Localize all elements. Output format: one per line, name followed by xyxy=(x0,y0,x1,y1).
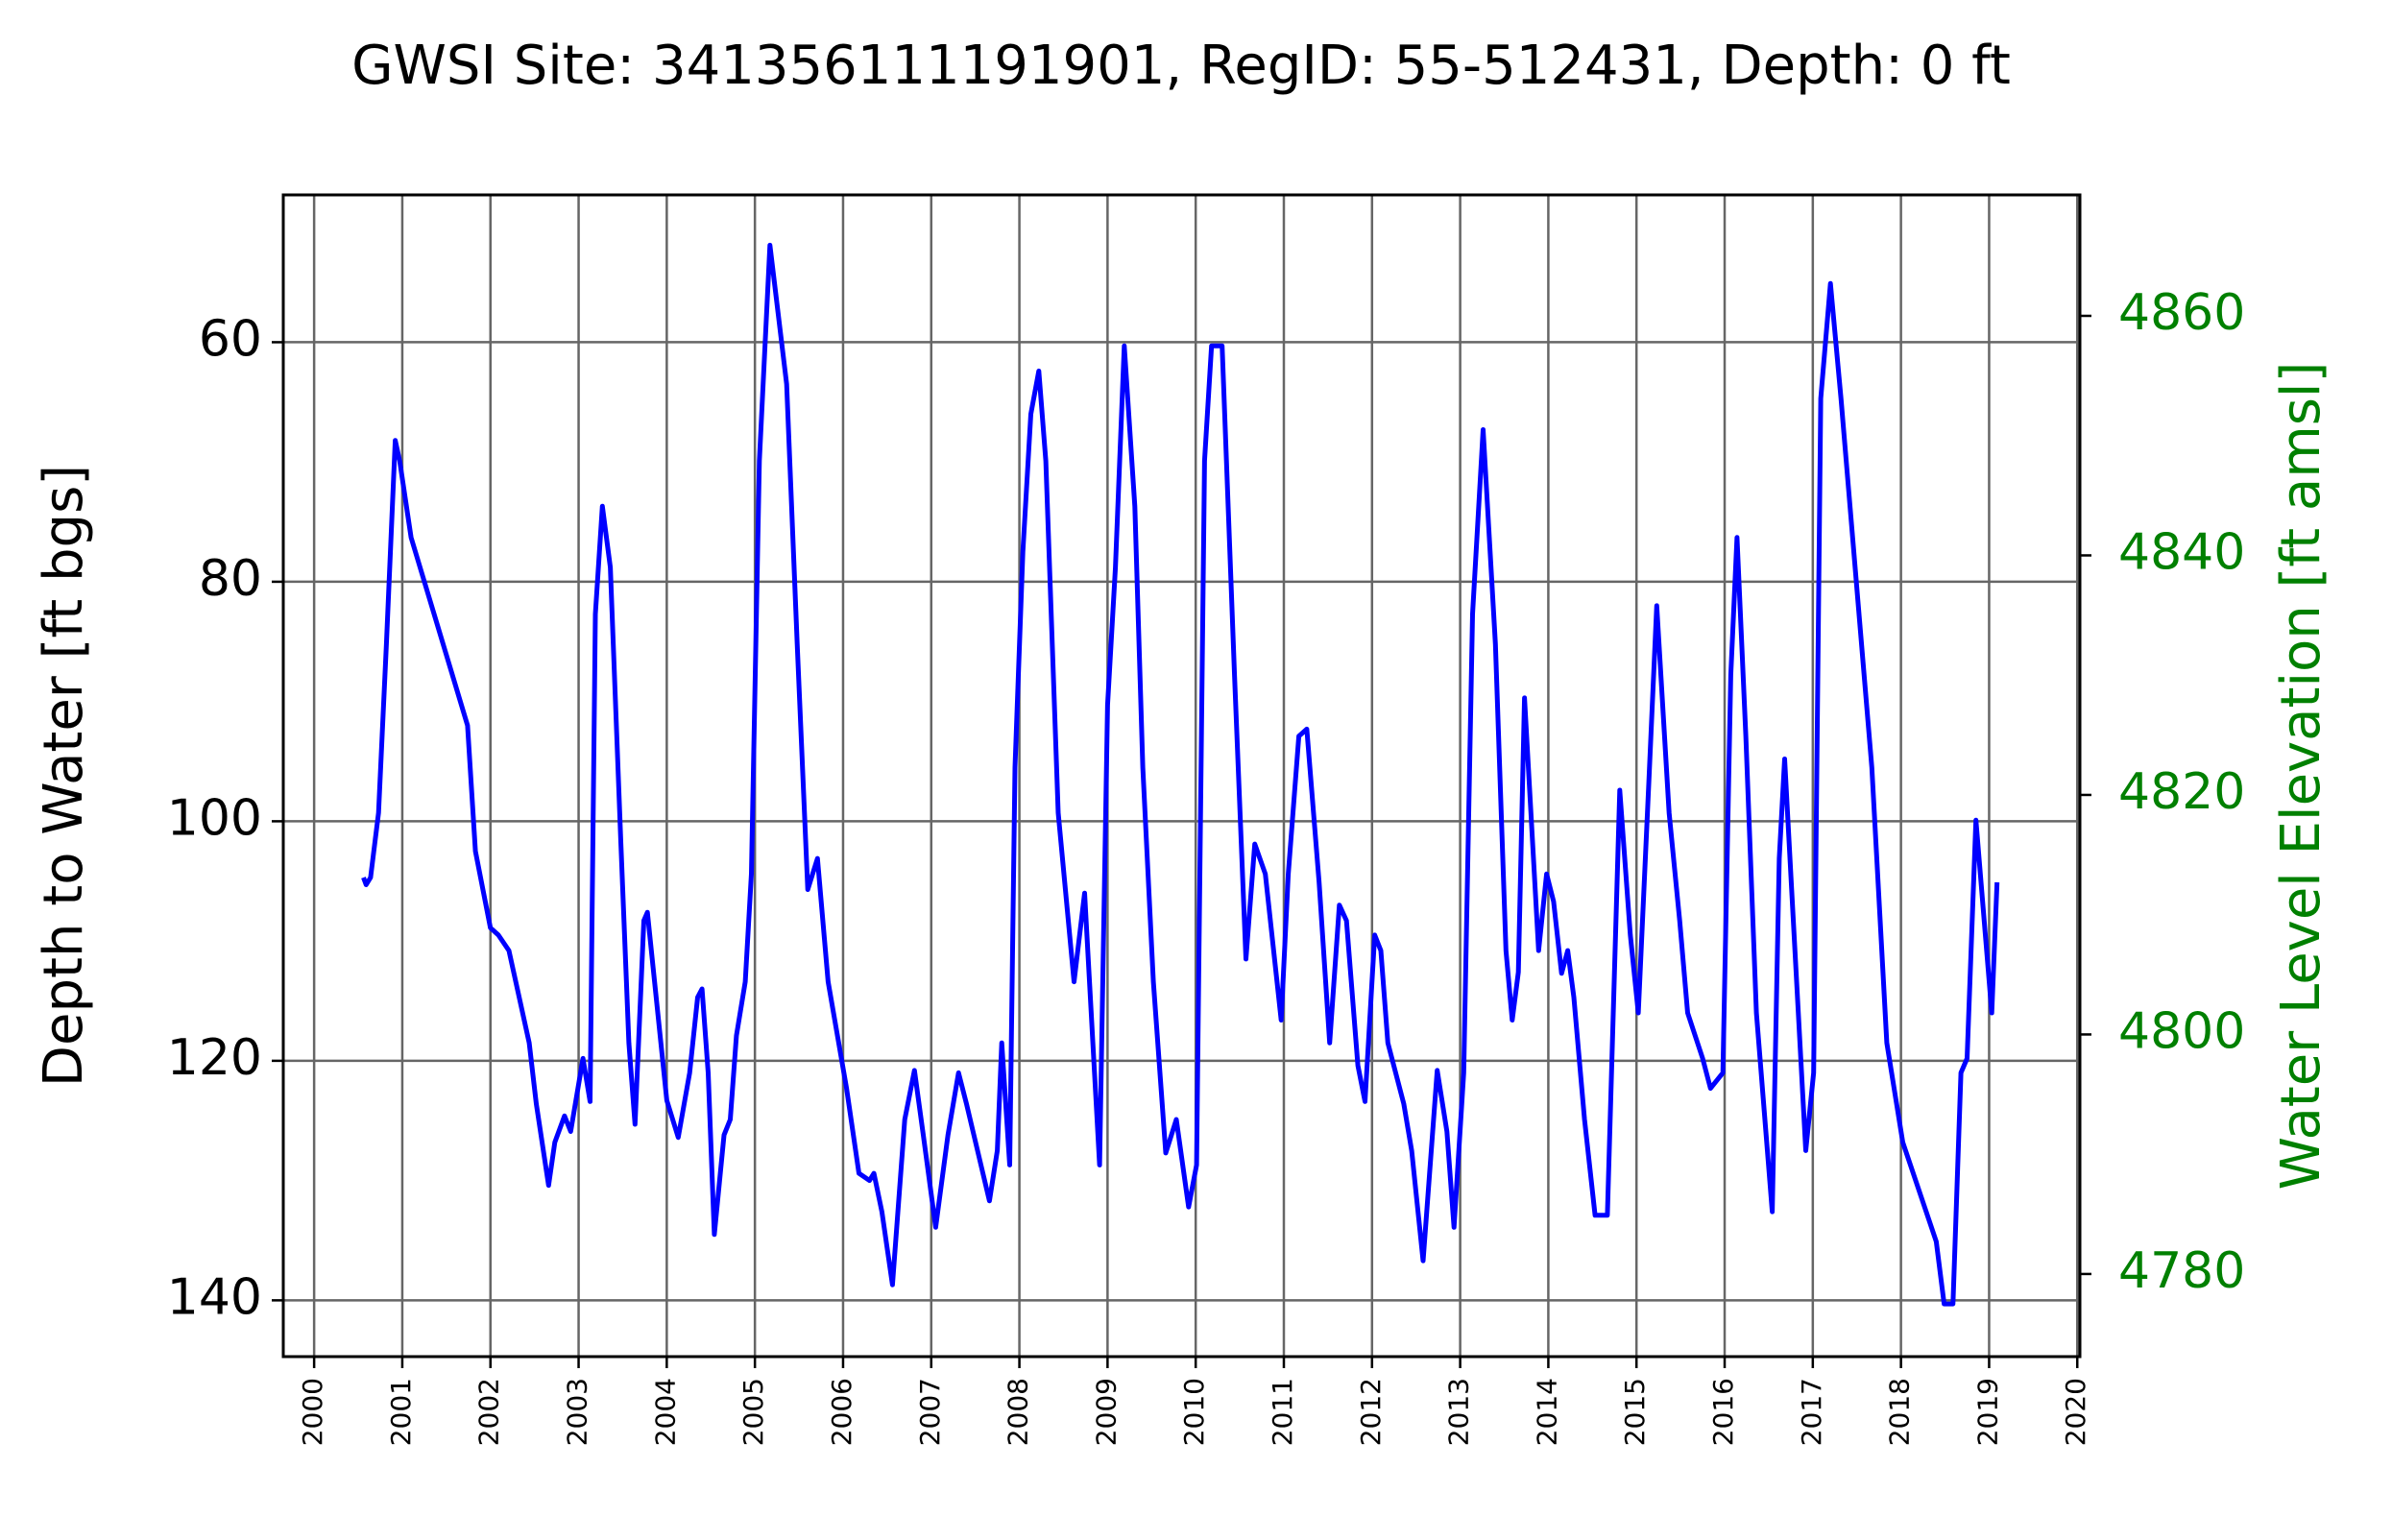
x-tick-label: 2001 xyxy=(385,1378,417,1446)
x-tick-label: 2019 xyxy=(1971,1378,2003,1446)
y2-tick-label: 4780 xyxy=(2118,1242,2245,1300)
y2-tick-label: 4860 xyxy=(2118,284,2245,342)
y2-tick-label: 4820 xyxy=(2118,763,2245,821)
y-axis-label: Depth to Water [ft bgs] xyxy=(33,465,95,1087)
y2-tick-label: 4840 xyxy=(2118,523,2245,581)
data-line xyxy=(361,242,2000,1307)
x-tick-label: 2004 xyxy=(649,1378,681,1446)
x-tick-label: 2000 xyxy=(297,1378,328,1446)
plot-frame xyxy=(281,193,2082,1359)
y-tick-label: 140 xyxy=(167,1268,262,1326)
x-tick-label: 2006 xyxy=(826,1378,858,1446)
y2-tick-label: 4800 xyxy=(2118,1002,2245,1060)
y-tick-label: 120 xyxy=(167,1029,262,1087)
x-tick-label: 2008 xyxy=(1003,1378,1034,1446)
y-tick-label: 100 xyxy=(167,789,262,847)
x-tick-label: 2003 xyxy=(562,1378,593,1446)
x-tick-label: 2011 xyxy=(1267,1378,1298,1446)
x-tick-label: 2010 xyxy=(1178,1378,1210,1446)
x-tick-label: 2014 xyxy=(1531,1378,1562,1446)
x-tick-label: 2009 xyxy=(1090,1378,1122,1446)
x-tick-label: 2002 xyxy=(473,1378,505,1446)
x-tick-label: 2007 xyxy=(914,1378,946,1446)
x-tick-label: 2020 xyxy=(2060,1378,2091,1446)
x-tick-label: 2012 xyxy=(1355,1378,1387,1446)
x-tick-label: 2017 xyxy=(1796,1378,1827,1446)
x-tick-label: 2018 xyxy=(1884,1378,1916,1446)
chart-title: GWSI Site: 341356111191901, RegID: 55-51… xyxy=(351,35,2011,97)
x-tick-label: 2013 xyxy=(1443,1378,1475,1446)
y-tick-label: 60 xyxy=(199,310,262,368)
x-tick-label: 2016 xyxy=(1707,1378,1739,1446)
y-tick-label: 80 xyxy=(199,550,262,608)
y2-axis-label: Water Level Elevation [ft amsl] xyxy=(2270,362,2332,1191)
x-tick-label: 2015 xyxy=(1619,1378,1651,1446)
x-tick-label: 2005 xyxy=(737,1378,769,1446)
